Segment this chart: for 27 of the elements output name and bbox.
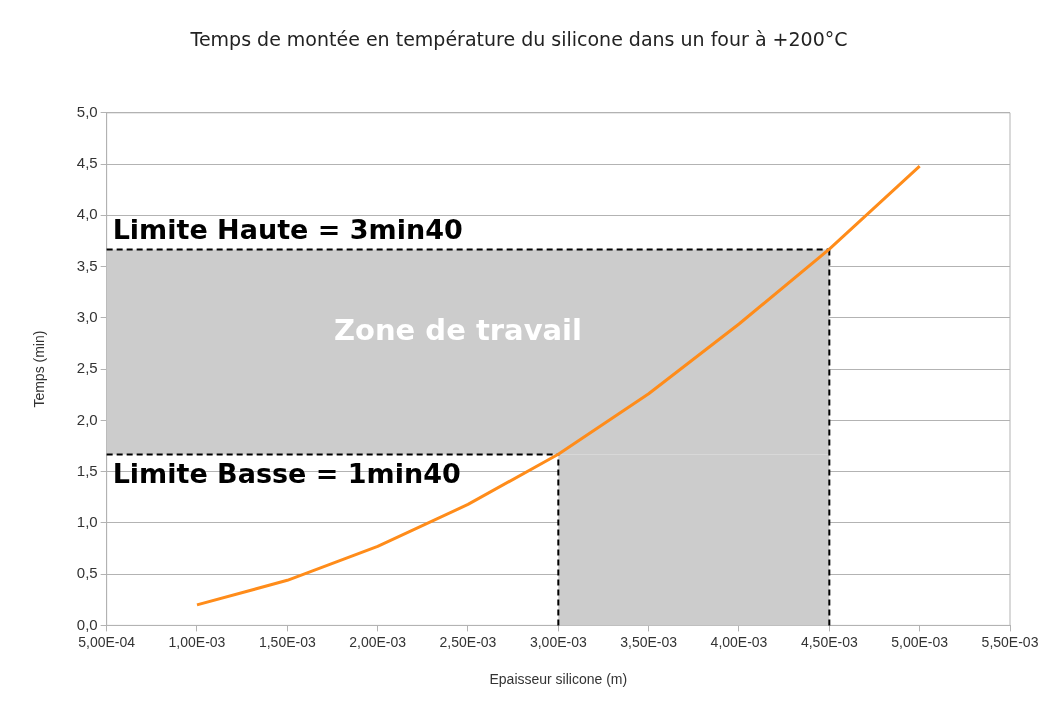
y-tick-label: 2,0	[76, 410, 98, 428]
y-tick-label: 4,0	[76, 205, 98, 223]
x-tick-label: 3,50E-03	[620, 633, 678, 650]
x-tick-label: 5,00E-04	[78, 633, 136, 650]
x-tick-label: 4,50E-03	[800, 633, 858, 650]
y-tick-label: 0,5	[76, 564, 98, 582]
x-axis-title: Epaisseur silicone (m)	[489, 671, 628, 688]
x-tick-label: 2,00E-03	[349, 633, 407, 650]
x-tick-label: 1,50E-03	[258, 633, 316, 650]
x-tick-label: 2,50E-03	[439, 633, 497, 650]
chart-title: Temps de montée en température du silicone dans un four à +200°C	[189, 28, 848, 51]
annotation: Limite Haute = 3min40	[112, 213, 463, 245]
y-tick-label: 0,0	[76, 615, 98, 633]
x-tick-label: 4,00E-03	[710, 633, 768, 650]
x-tick-label: 5,50E-03	[981, 633, 1039, 650]
y-tick-label: 2,5	[76, 359, 98, 377]
y-axis-title: Temps (min)	[31, 330, 48, 408]
y-tick-label: 1,5	[76, 461, 98, 479]
x-tick-label: 3,00E-03	[529, 633, 587, 650]
x-tick-label: 5,00E-03	[891, 633, 949, 650]
y-tick-label: 5,0	[76, 102, 98, 120]
x-tick-label: 1,00E-03	[168, 633, 226, 650]
y-tick-label: 4,5	[76, 154, 98, 172]
y-tick-label: 3,0	[76, 307, 98, 325]
y-tick-label: 3,5	[76, 256, 98, 274]
y-tick-label: 1,0	[76, 513, 98, 531]
annotation: Limite Basse = 1min40	[112, 458, 461, 490]
